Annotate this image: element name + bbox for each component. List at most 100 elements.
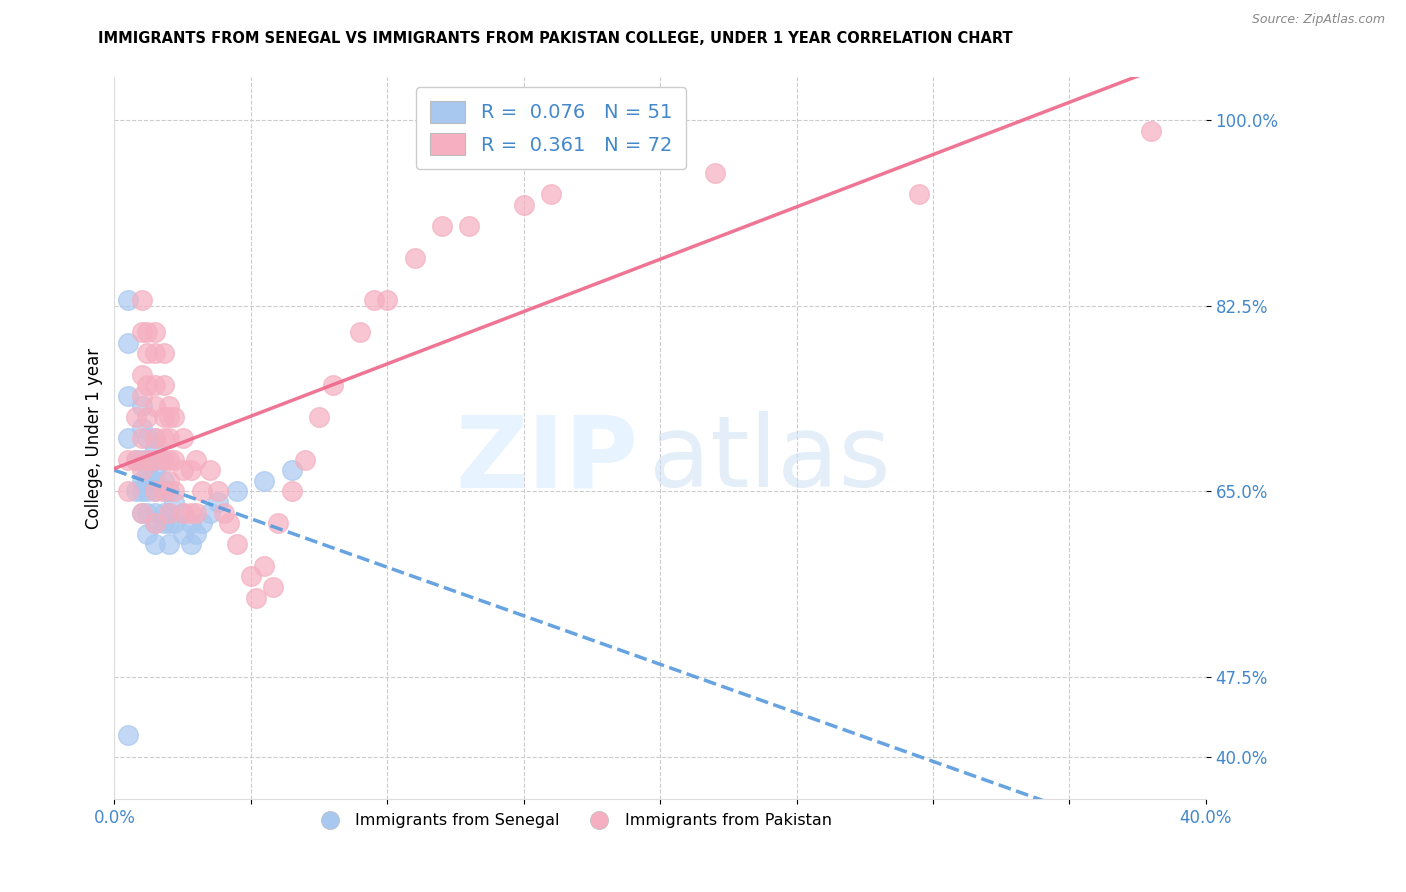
- Point: [152, 484, 174, 499]
- Point: [136, 526, 159, 541]
- Point: [218, 516, 240, 531]
- Point: [163, 495, 186, 509]
- Point: [253, 558, 276, 573]
- Point: [172, 431, 194, 445]
- Point: [117, 484, 139, 499]
- Point: [458, 219, 481, 233]
- Point: [143, 442, 166, 456]
- Point: [152, 431, 174, 445]
- Point: [198, 463, 221, 477]
- Point: [131, 463, 153, 477]
- Point: [152, 516, 174, 531]
- Point: [226, 484, 249, 499]
- Point: [226, 537, 249, 551]
- Text: Source: ZipAtlas.com: Source: ZipAtlas.com: [1251, 13, 1385, 27]
- Point: [131, 484, 153, 499]
- Point: [157, 506, 180, 520]
- Point: [131, 368, 153, 382]
- Text: IMMIGRANTS FROM SENEGAL VS IMMIGRANTS FROM PAKISTAN COLLEGE, UNDER 1 YEAR CORREL: IMMIGRANTS FROM SENEGAL VS IMMIGRANTS FR…: [98, 31, 1014, 46]
- Point: [157, 474, 180, 488]
- Point: [143, 516, 166, 531]
- Point: [180, 506, 202, 520]
- Point: [131, 506, 153, 520]
- Point: [207, 484, 229, 499]
- Point: [125, 452, 148, 467]
- Point: [172, 463, 194, 477]
- Point: [157, 400, 180, 414]
- Point: [152, 452, 174, 467]
- Point: [157, 537, 180, 551]
- Text: ZIP: ZIP: [456, 411, 638, 508]
- Point: [157, 484, 180, 499]
- Point: [143, 516, 166, 531]
- Point: [131, 420, 153, 434]
- Point: [136, 431, 159, 445]
- Point: [172, 526, 194, 541]
- Point: [512, 198, 534, 212]
- Point: [207, 495, 229, 509]
- Point: [117, 431, 139, 445]
- Point: [152, 506, 174, 520]
- Point: [363, 293, 385, 308]
- Point: [152, 346, 174, 360]
- Point: [125, 484, 148, 499]
- Point: [180, 537, 202, 551]
- Point: [125, 410, 148, 425]
- Point: [117, 389, 139, 403]
- Point: [239, 569, 262, 583]
- Point: [163, 516, 186, 531]
- Point: [1140, 123, 1163, 137]
- Point: [152, 378, 174, 392]
- Point: [136, 452, 159, 467]
- Point: [143, 431, 166, 445]
- Point: [157, 516, 180, 531]
- Point: [143, 452, 166, 467]
- Point: [540, 187, 562, 202]
- Point: [281, 484, 304, 499]
- Point: [190, 484, 212, 499]
- Point: [163, 484, 186, 499]
- Point: [163, 410, 186, 425]
- Point: [404, 251, 426, 265]
- Point: [152, 452, 174, 467]
- Point: [163, 452, 186, 467]
- Point: [143, 431, 166, 445]
- Point: [212, 506, 235, 520]
- Point: [190, 516, 212, 531]
- Point: [157, 452, 180, 467]
- Point: [117, 335, 139, 350]
- Point: [136, 484, 159, 499]
- Point: [136, 410, 159, 425]
- Point: [125, 452, 148, 467]
- Point: [157, 410, 180, 425]
- Point: [136, 506, 159, 520]
- Point: [143, 506, 166, 520]
- Point: [172, 506, 194, 520]
- Point: [143, 378, 166, 392]
- Point: [180, 463, 202, 477]
- Point: [152, 410, 174, 425]
- Point: [157, 506, 180, 520]
- Point: [136, 346, 159, 360]
- Point: [322, 378, 344, 392]
- Point: [143, 400, 166, 414]
- Point: [152, 484, 174, 499]
- Point: [349, 325, 371, 339]
- Point: [131, 431, 153, 445]
- Point: [143, 474, 166, 488]
- Point: [117, 729, 139, 743]
- Point: [143, 484, 166, 499]
- Point: [131, 400, 153, 414]
- Point: [180, 516, 202, 531]
- Point: [143, 463, 166, 477]
- Point: [267, 516, 290, 531]
- Point: [143, 484, 166, 499]
- Point: [186, 506, 208, 520]
- Point: [131, 325, 153, 339]
- Point: [253, 474, 276, 488]
- Y-axis label: College, Under 1 year: College, Under 1 year: [86, 348, 103, 529]
- Point: [117, 452, 139, 467]
- Point: [262, 580, 284, 594]
- Point: [172, 506, 194, 520]
- Point: [703, 166, 725, 180]
